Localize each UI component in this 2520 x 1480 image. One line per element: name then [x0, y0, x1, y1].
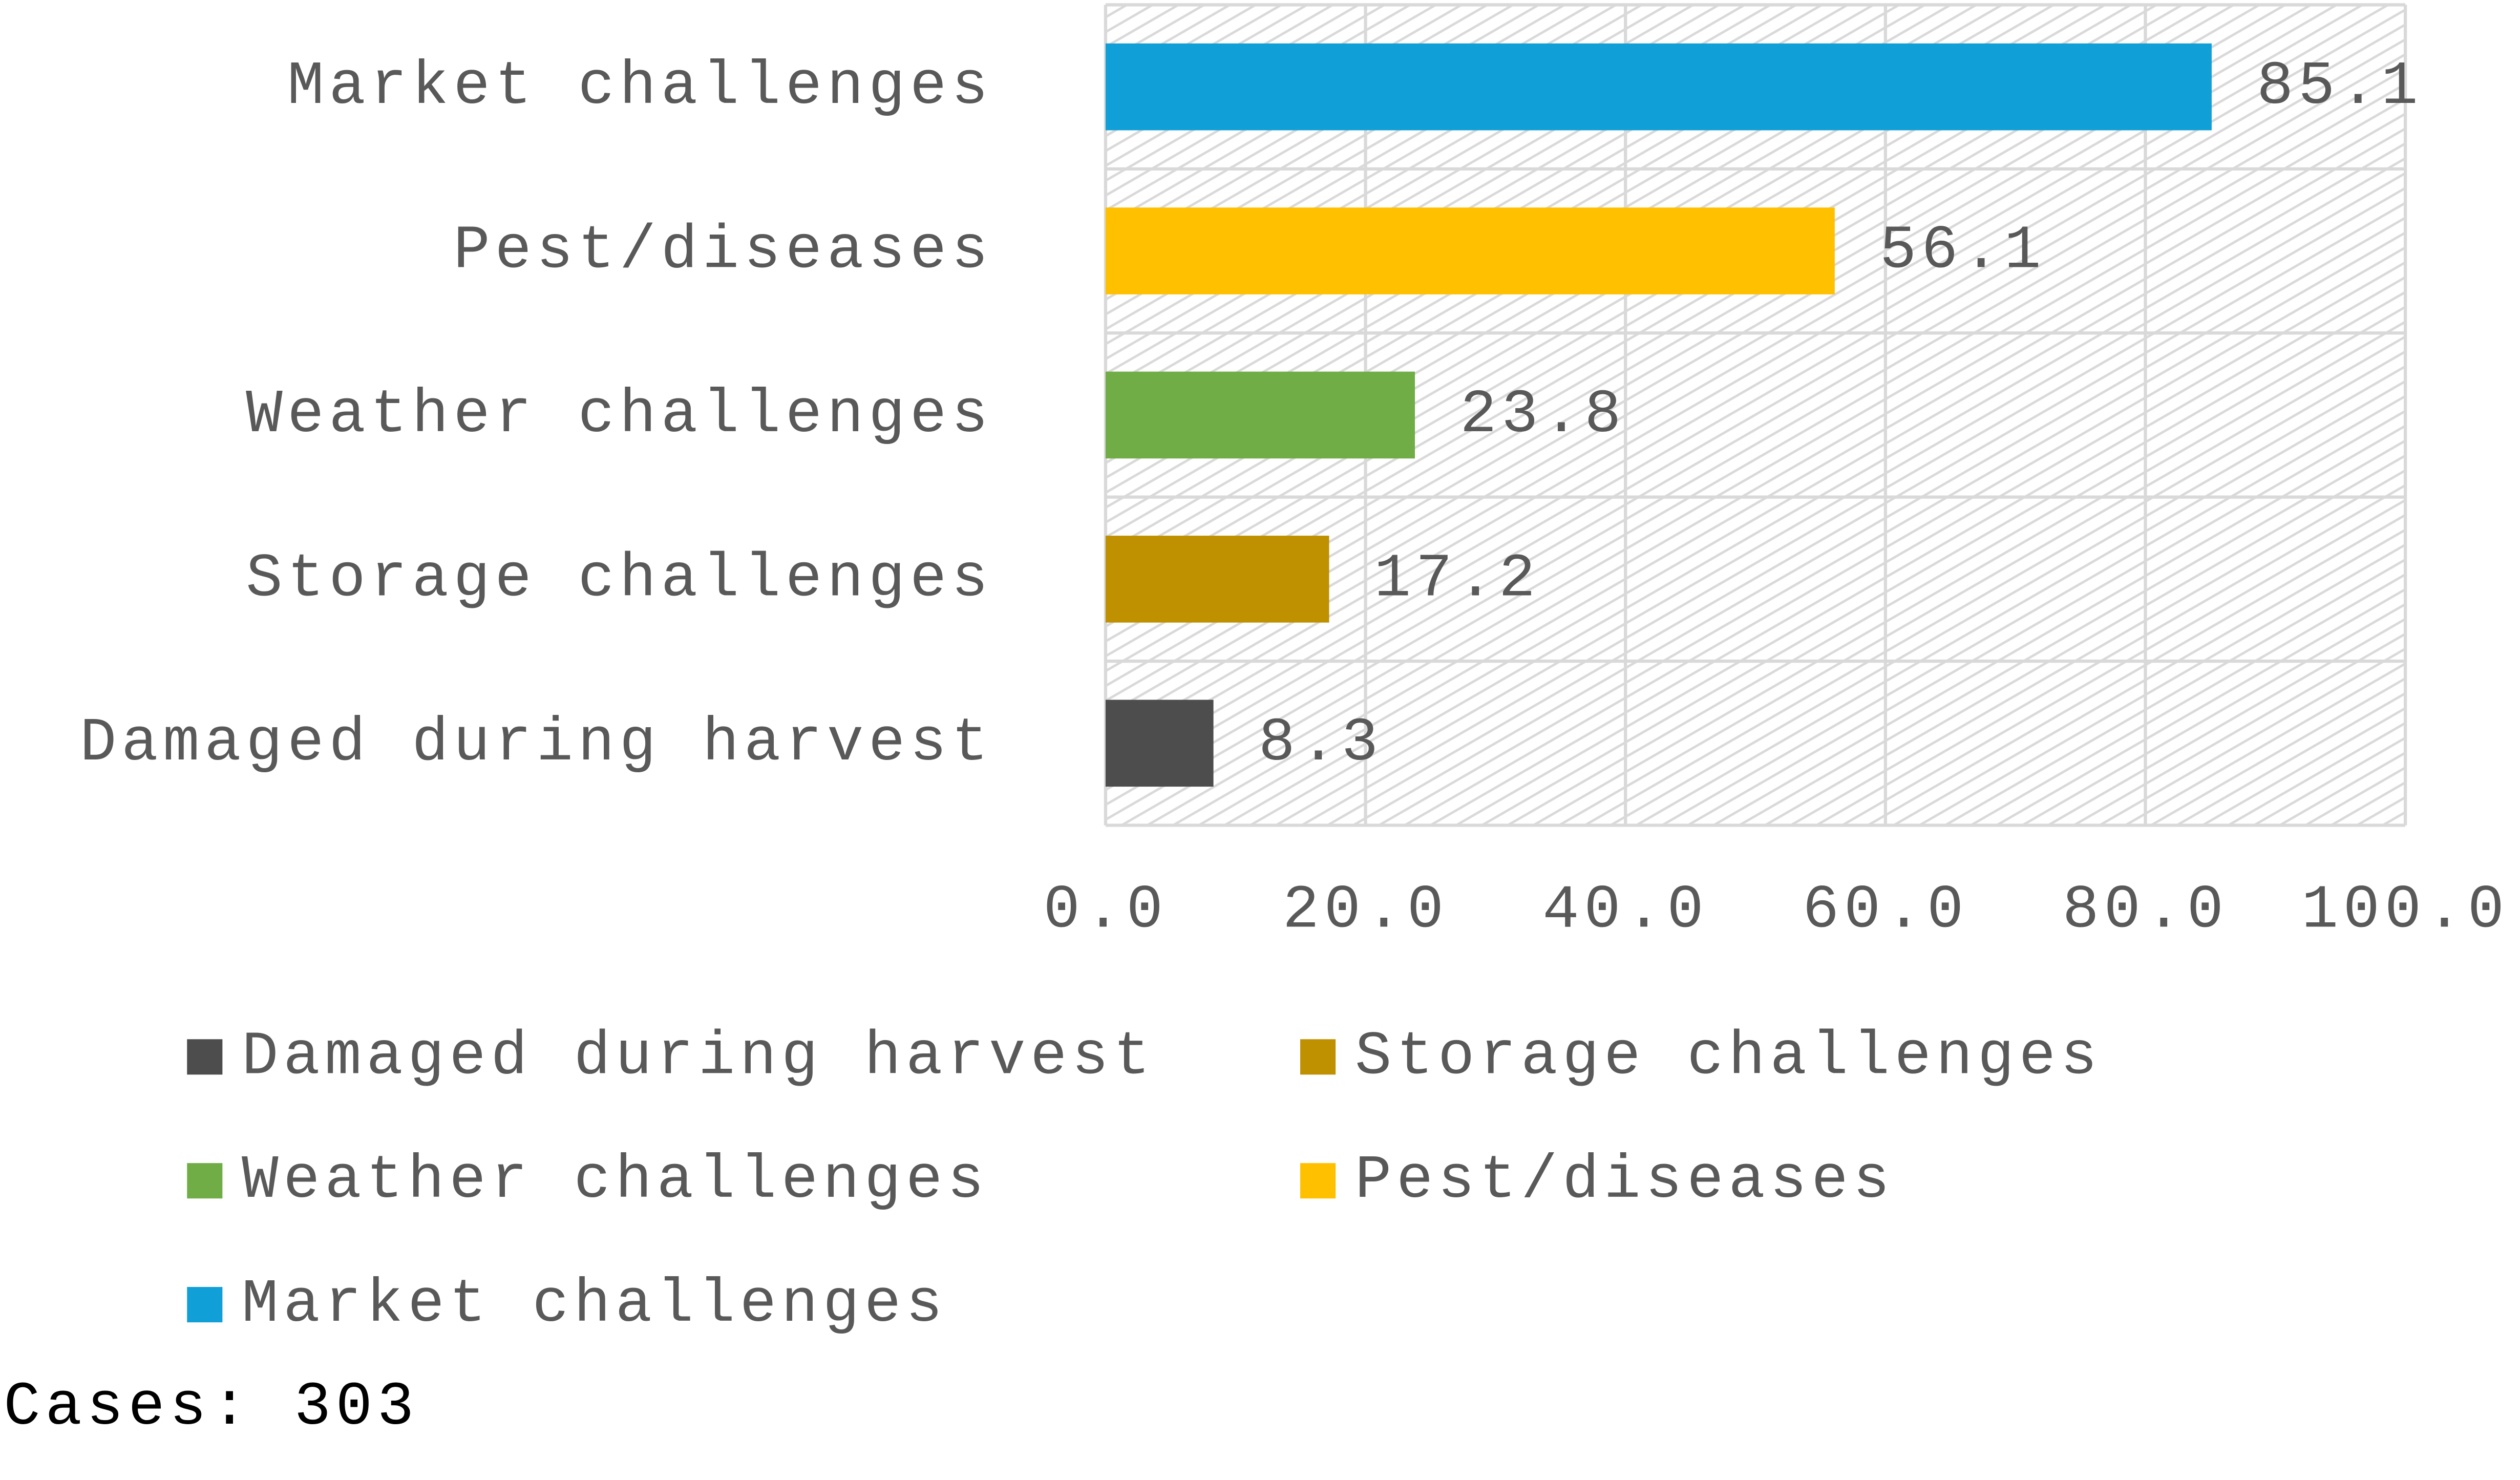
bar — [1105, 207, 1835, 294]
x-tick-label: 80.0 — [2062, 876, 2228, 945]
x-tick-label: 40.0 — [1542, 876, 1708, 945]
value-label: 23.8 — [1460, 380, 1626, 450]
bar — [1105, 43, 2212, 131]
legend-label: Storage challenges — [1355, 1022, 2102, 1091]
y-tick-label: Damaged during harvest — [80, 709, 993, 778]
y-tick-label: Storage challenges — [246, 544, 993, 614]
y-tick-label: Market challenges — [287, 52, 993, 121]
bar — [1105, 536, 1329, 623]
legend-label: Market challenges — [242, 1270, 947, 1339]
value-label: 85.1 — [2257, 52, 2423, 121]
footnote: Cases: 303 — [4, 1373, 419, 1442]
value-label: 17.2 — [1374, 544, 1540, 614]
y-tick-label: Weather challenges — [246, 380, 993, 450]
bar — [1105, 700, 1214, 787]
bar — [1105, 371, 1415, 459]
legend-swatch — [1300, 1163, 1336, 1199]
y-tick-label: Pest/diseases — [453, 217, 993, 286]
legend-swatch — [187, 1287, 223, 1323]
x-tick-label: 0.0 — [1043, 876, 1168, 945]
legend-swatch — [187, 1039, 223, 1075]
legend-swatch — [1300, 1039, 1336, 1075]
x-tick-label: 60.0 — [1803, 876, 1968, 945]
value-label: 56.1 — [1880, 217, 2046, 286]
x-tick-label: 100.0 — [2301, 876, 2509, 945]
value-label: 8.3 — [1259, 709, 1383, 778]
x-tick-label: 20.0 — [1282, 876, 1448, 945]
legend-label: Weather challenges — [242, 1146, 989, 1215]
legend-label: Pest/diseases — [1355, 1146, 1895, 1215]
legend-label: Damaged during harvest — [242, 1022, 1155, 1091]
legend-swatch — [187, 1163, 223, 1199]
